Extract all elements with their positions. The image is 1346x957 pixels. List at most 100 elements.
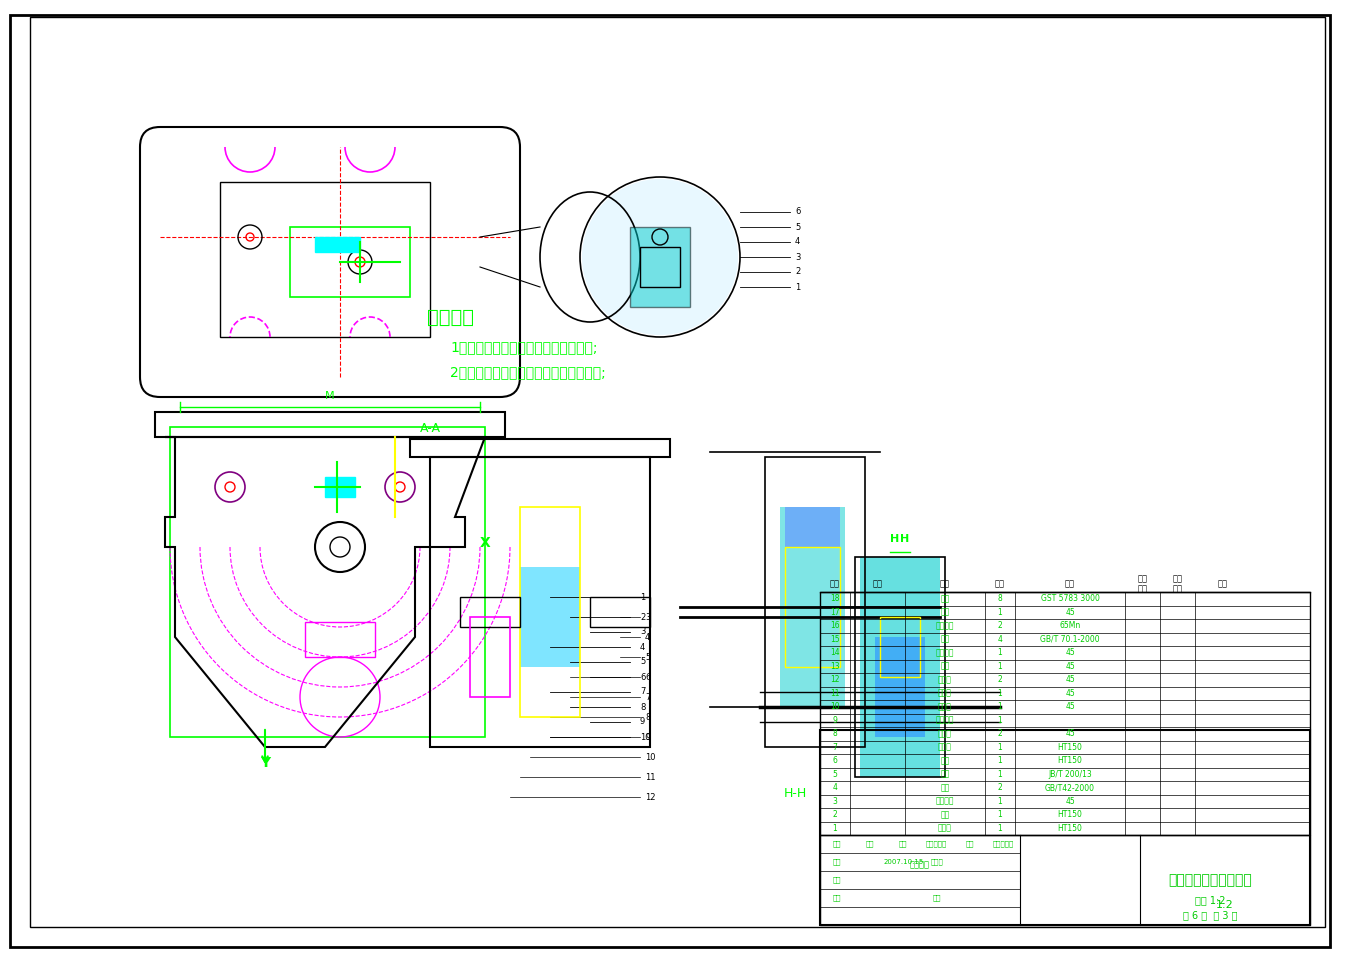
Text: A-A: A-A <box>420 422 440 435</box>
Text: 8: 8 <box>645 713 650 722</box>
Text: 65Mn: 65Mn <box>1059 621 1081 631</box>
Text: HT150: HT150 <box>1058 824 1082 833</box>
Text: 设计: 设计 <box>832 858 841 865</box>
Bar <box>590 597 650 627</box>
Text: 4: 4 <box>833 783 837 792</box>
Bar <box>520 567 580 667</box>
Text: 备注: 备注 <box>1218 580 1228 589</box>
Text: 材料: 材料 <box>1065 580 1075 589</box>
Text: JB/T 200/13: JB/T 200/13 <box>1049 769 1092 779</box>
Text: GB/T42-2000: GB/T42-2000 <box>1044 783 1096 792</box>
Text: 2: 2 <box>997 676 1003 684</box>
Text: 6: 6 <box>639 673 645 681</box>
Text: 45: 45 <box>1065 689 1075 698</box>
Text: 1: 1 <box>997 743 1003 752</box>
Text: HT150: HT150 <box>1058 756 1082 766</box>
Text: 1: 1 <box>997 811 1003 819</box>
Text: 6: 6 <box>645 673 650 681</box>
Text: Y: Y <box>260 756 271 770</box>
Text: 比例 1:2: 比例 1:2 <box>1195 895 1225 905</box>
Text: 1、零件在装配前必须清理和清洗干净;: 1、零件在装配前必须清理和清洗干净; <box>450 340 598 354</box>
Text: 2、夹具体孔内及楔块工作面涂适量黄油;: 2、夹具体孔内及楔块工作面涂适量黄油; <box>450 365 606 379</box>
Text: 共 6 张  第 3 张: 共 6 张 第 3 张 <box>1183 910 1237 920</box>
Text: 描绘化: 描绘化 <box>930 858 944 865</box>
Text: 4: 4 <box>997 634 1003 644</box>
Text: 2: 2 <box>795 268 801 277</box>
Text: HT150: HT150 <box>1058 743 1082 752</box>
Text: 4: 4 <box>639 642 645 652</box>
Text: 年、月、日: 年、月、日 <box>993 840 1014 847</box>
Text: 17: 17 <box>830 608 840 616</box>
Bar <box>411 439 670 457</box>
Text: 18: 18 <box>830 594 840 603</box>
Text: 背力销: 背力销 <box>938 729 952 738</box>
Text: 45: 45 <box>1065 608 1075 616</box>
Text: 14: 14 <box>830 648 840 657</box>
Text: 技术要求: 技术要求 <box>427 307 474 326</box>
Text: 6: 6 <box>833 756 837 766</box>
Text: 2: 2 <box>997 621 1003 631</box>
Text: 小压板: 小压板 <box>938 676 952 684</box>
Text: 五六档拨叉夹具装配图: 五六档拨叉夹具装配图 <box>1168 873 1252 887</box>
Bar <box>289 227 411 297</box>
Bar <box>779 507 845 707</box>
Text: X: X <box>481 536 491 550</box>
Text: H-H: H-H <box>783 787 806 800</box>
Text: 10: 10 <box>830 702 840 711</box>
Text: 1: 1 <box>997 769 1003 779</box>
Text: 2: 2 <box>997 729 1003 738</box>
Text: 10: 10 <box>645 752 656 762</box>
Text: 2: 2 <box>639 612 645 621</box>
Text: 处数: 处数 <box>865 840 875 847</box>
Bar <box>520 507 580 717</box>
Text: 1: 1 <box>997 702 1003 711</box>
Text: 1: 1 <box>997 661 1003 671</box>
Text: 螺栓: 螺栓 <box>941 634 950 644</box>
Text: 参照标记: 参照标记 <box>910 860 930 870</box>
Bar <box>820 592 1310 835</box>
Text: 45: 45 <box>1065 661 1075 671</box>
Text: 12: 12 <box>830 676 840 684</box>
Text: 审查: 审查 <box>832 877 841 883</box>
Text: 45: 45 <box>1065 676 1075 684</box>
Text: 螺钉: 螺钉 <box>941 608 950 616</box>
Text: 夹具体: 夹具体 <box>938 824 952 833</box>
Text: 楔块: 楔块 <box>941 756 950 766</box>
Text: 7: 7 <box>833 743 837 752</box>
Text: 16: 16 <box>830 621 840 631</box>
Text: 签名: 签名 <box>965 840 975 847</box>
Text: H: H <box>890 534 899 544</box>
Bar <box>306 622 376 657</box>
Text: 批准: 批准 <box>933 895 941 901</box>
Text: 名称: 名称 <box>940 580 950 589</box>
Text: HT150: HT150 <box>1058 811 1082 819</box>
Text: 9: 9 <box>645 732 650 742</box>
Text: 5: 5 <box>795 222 801 232</box>
Text: 开口垫圈: 开口垫圈 <box>935 797 954 806</box>
Text: 45: 45 <box>1065 729 1075 738</box>
Circle shape <box>581 179 738 335</box>
Text: 5: 5 <box>833 769 837 779</box>
Bar <box>219 182 429 337</box>
Text: H: H <box>900 534 910 544</box>
Bar <box>460 597 520 627</box>
Text: 12: 12 <box>645 792 656 802</box>
Text: 3: 3 <box>795 253 801 261</box>
Text: 支撑块: 支撑块 <box>938 689 952 698</box>
Text: 螺栓: 螺栓 <box>941 594 950 603</box>
Text: 螺母: 螺母 <box>941 783 950 792</box>
Text: 更改文件号: 更改文件号 <box>926 840 948 847</box>
Text: 2007.10.15: 2007.10.15 <box>883 859 923 865</box>
Text: 15: 15 <box>830 634 840 644</box>
Bar <box>324 477 355 497</box>
Text: 1: 1 <box>997 716 1003 724</box>
Text: 9: 9 <box>833 716 837 724</box>
Text: 7: 7 <box>639 687 645 697</box>
Text: 13: 13 <box>830 661 840 671</box>
Text: 45: 45 <box>1065 648 1075 657</box>
Text: 3: 3 <box>639 628 645 636</box>
Text: 标记: 标记 <box>832 840 841 847</box>
Bar <box>855 557 945 777</box>
Text: GB/T 70.1-2000: GB/T 70.1-2000 <box>1040 634 1100 644</box>
Text: 11: 11 <box>830 689 840 698</box>
